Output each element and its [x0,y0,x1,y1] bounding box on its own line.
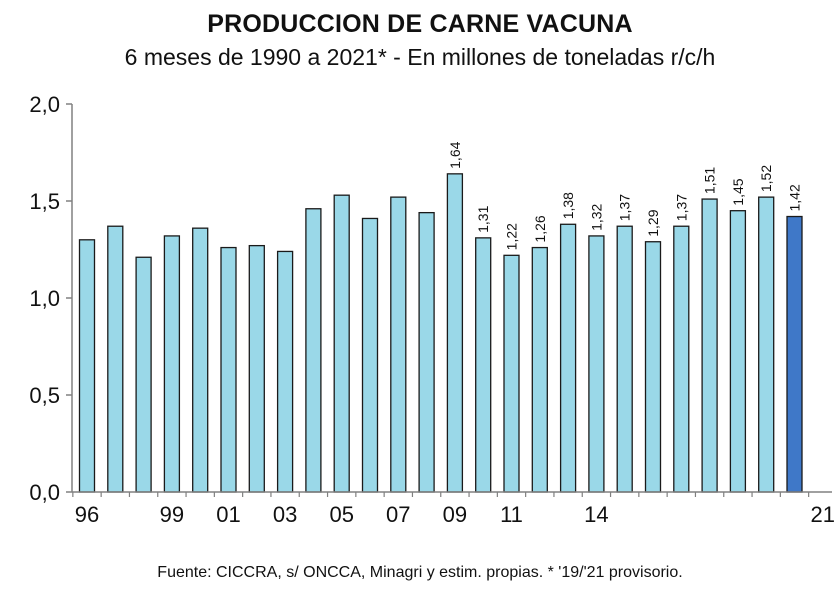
bar [503,254,520,493]
y-tick-label: 0,5 [29,383,60,408]
bar [276,250,294,493]
bar-data-label: 1,37 [617,194,633,221]
bar-data-label: 1,38 [560,192,576,219]
x-tick-label: 07 [386,502,410,527]
bar [701,198,718,493]
data-labels: 1,64 1,31 1,22 1,26 1,38 1,32 1,37 1,29 1,37 1,51… [447,141,803,250]
bar [673,225,690,493]
bar [135,256,152,493]
bar [729,210,747,493]
bar-data-label: 1,26 [532,215,548,242]
bar-data-label: 1,29 [645,209,661,236]
bars [78,173,803,493]
bar [616,225,633,493]
x-tick-label: 09 [443,502,467,527]
bar [588,235,605,493]
bar [446,173,464,493]
x-tick-label: 21 [811,502,835,527]
x-tick-label: 96 [75,502,99,527]
x-axis: 96 99 01 03 05 07 09 11 14 21 [72,491,835,527]
y-tick-label: 1,5 [29,189,60,214]
bar [192,227,209,493]
y-tick-label: 1,0 [29,286,60,311]
bar [644,241,662,493]
bar [333,194,350,493]
bar [107,225,124,493]
y-tick-label: 0,0 [29,480,60,505]
bar [248,244,265,493]
bar-data-label: 1,31 [475,205,491,232]
bar [559,223,577,493]
bar [390,196,407,493]
bar [305,208,322,493]
bar [220,246,237,493]
bar [361,217,379,493]
bar-data-label: 1,42 [787,184,803,211]
y-axis: 0,0 0,5 1,0 1,5 2,0 [29,92,73,505]
bar [163,235,181,493]
bar-data-label: 1,37 [673,194,689,221]
y-tick-label: 2,0 [29,92,60,117]
x-tick-label: 99 [160,502,184,527]
bar-data-label: 1,22 [504,223,520,250]
chart-subtitle: 6 meses de 1990 a 2021* - En millones de… [124,44,716,70]
bar [758,196,775,493]
source-note: Fuente: CICCRA, s/ ONCCA, Minagri y esti… [157,564,683,581]
x-tick-label: 11 [500,502,523,527]
bar-data-label: 1,45 [730,178,746,205]
bar [475,237,492,493]
x-tick-label: 03 [273,502,297,527]
bar [786,215,803,493]
bar-data-label: 1,64 [447,141,463,168]
bar [531,246,548,493]
chart-title: PRODUCCION DE CARNE VACUNA [207,10,633,38]
x-tick-label: 01 [216,502,240,527]
x-tick-label: 05 [329,502,353,527]
bar-data-label: 1,32 [588,203,604,230]
bar [78,239,96,493]
bar-data-label: 1,51 [702,167,718,194]
bar [418,211,435,493]
bar-data-label: 1,52 [758,165,774,192]
x-tick-label: 14 [584,502,608,527]
